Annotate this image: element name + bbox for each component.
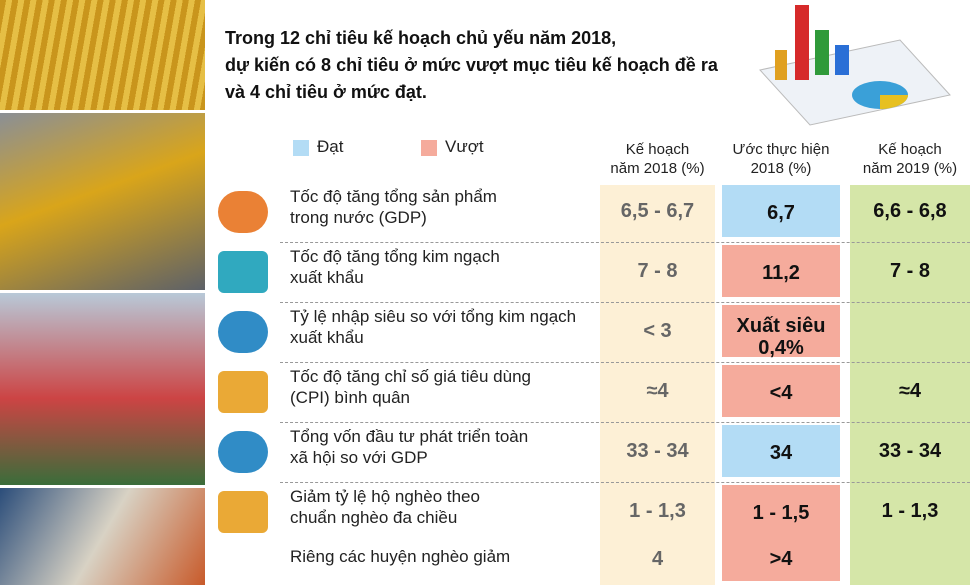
column-bg <box>600 185 715 585</box>
plan-2018: 6,5 - 6,7 <box>620 200 695 222</box>
photo-rice <box>0 0 205 110</box>
text-line: 2018 (%) <box>750 160 812 177</box>
text-line: 6,7 <box>767 202 795 224</box>
plan-2018: ≈4 <box>646 380 669 402</box>
text-line: Xuất siêu <box>736 315 826 337</box>
text-line: 34 <box>769 442 793 464</box>
text-line: xuất khẩu <box>290 328 364 347</box>
row-icon <box>218 251 268 293</box>
text-line: xuất khẩu <box>290 268 364 287</box>
text-line: chuẩn nghèo đa chiều <box>290 508 458 527</box>
plan-2019: 1 - 1,3 <box>881 500 939 522</box>
plan-2018: 33 - 34 <box>626 440 689 462</box>
column-header: Kế hoạch năm 2019 (%) <box>850 140 970 178</box>
text-line: Trong 12 chỉ tiêu kế hoạch chủ yếu năm 2… <box>225 28 617 48</box>
text-line: và 4 chỉ tiêu ở mức đạt. <box>225 82 427 102</box>
text-line: năm 2019 (%) <box>862 160 958 177</box>
row-separator <box>280 302 970 303</box>
row-label: Tỷ lệ nhập siêu so với tổng kim ngạch xuấ… <box>290 306 595 348</box>
text-line: Giảm tỷ lệ hộ nghèo theo <box>290 487 480 506</box>
decor-chart <box>759 5 951 126</box>
legend-swatch <box>293 140 309 156</box>
text-line: Kế hoạch <box>625 141 690 158</box>
row-icon <box>218 491 268 533</box>
row-label: Tốc độ tăng tổng sản phẩm trong nước (GDP… <box>290 186 595 228</box>
row-separator <box>280 482 970 483</box>
legend-swatch <box>421 140 437 156</box>
text-line: xã hội so với GDP <box>290 448 428 467</box>
text-line: 11,2 <box>762 262 800 284</box>
legend-label: Vượt <box>445 137 484 156</box>
row-separator <box>280 362 970 363</box>
plan-2019: 7 - 8 <box>889 260 931 282</box>
text-line: Tổng vốn đầu tư phát triển toàn <box>290 427 529 446</box>
text-line: Tỷ lệ nhập siêu so với tổng kim ngạch <box>290 307 577 326</box>
photo-workers <box>0 488 205 585</box>
plan-2019: 33 - 34 <box>878 440 942 462</box>
row-separator <box>280 242 970 243</box>
photo-supermarket <box>0 293 205 485</box>
plan-2018: < 3 <box>643 320 672 342</box>
row-sublabel: Riêng các huyện nghèo giảm <box>290 547 511 566</box>
plan-2018: 1 - 1,3 <box>629 500 686 522</box>
row-label: Tổng vốn đầu tư phát triển toàn xã hội so… <box>290 426 595 468</box>
text-line: Tốc độ tăng tổng kim ngạch <box>290 247 500 266</box>
text-line: Tốc độ tăng tổng sản phẩm <box>290 187 497 206</box>
text-line: Tốc độ tăng chỉ số giá tiêu dùng <box>290 367 531 386</box>
plan-2018: 4 <box>651 548 664 570</box>
text-line: năm 2018 (%) <box>610 160 705 177</box>
photo-factory <box>0 113 205 290</box>
text-line: dự kiến có 8 chỉ tiêu ở mức vượt mục tiê… <box>225 55 718 75</box>
row-icon <box>218 191 268 233</box>
plan-2019: 6,6 - 6,8 <box>873 200 947 222</box>
estimate-2018: 6,7 <box>722 185 840 237</box>
column-bg <box>850 185 970 585</box>
row-icon <box>218 431 268 473</box>
text-line: 0,4% <box>758 337 804 359</box>
text-line: trong nước (GDP) <box>290 208 427 227</box>
estimate-2018: >4 <box>769 548 793 570</box>
row-separator <box>280 422 970 423</box>
row-label: Tốc độ tăng chỉ số giá tiêu dùng (CPI) bì… <box>290 366 595 408</box>
estimate-2018: Xuất siêu 0,4% <box>722 305 840 359</box>
estimate-2018: 1 - 1,5 <box>722 485 840 581</box>
text-line: Kế hoạch <box>878 141 942 158</box>
legend-label: Đạt <box>317 137 344 156</box>
estimate-2018: 34 <box>722 425 840 477</box>
row-label: Tốc độ tăng tổng kim ngạch xuất khẩu <box>290 246 595 288</box>
text-line: Ước thực hiện <box>732 141 830 158</box>
row-icon <box>218 371 268 413</box>
row-icon <box>218 311 268 353</box>
estimate-2018: <4 <box>722 365 840 417</box>
plan-2019: ≈4 <box>898 380 922 402</box>
text-line: 1 - 1,5 <box>752 502 810 524</box>
text-line: <4 <box>769 382 793 404</box>
text-line: (CPI) bình quân <box>290 388 411 407</box>
intro-text: Trong 12 chỉ tiêu kế hoạch chủ yếu năm 2… <box>225 25 718 106</box>
column-header: Ước thực hiện 2018 (%) <box>722 140 840 178</box>
estimate-2018: 11,2 <box>722 245 840 297</box>
plan-2018: 7 - 8 <box>637 260 678 282</box>
row-label: Giảm tỷ lệ hộ nghèo theo chuẩn nghèo đa c… <box>290 486 595 528</box>
column-header: Kế hoạch năm 2018 (%) <box>600 140 715 178</box>
